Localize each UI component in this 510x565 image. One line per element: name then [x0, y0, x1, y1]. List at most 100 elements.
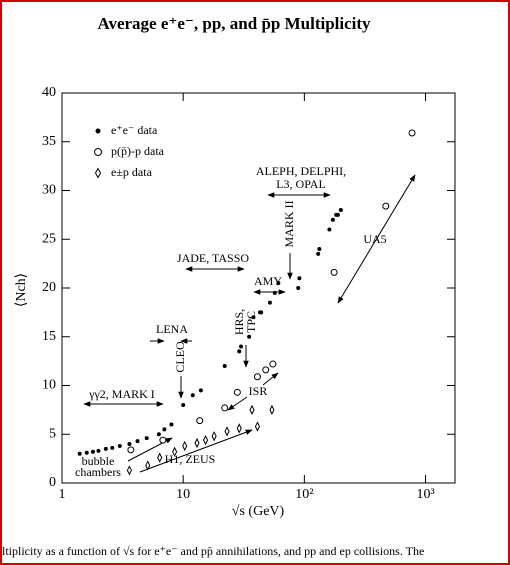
- data-point: [90, 449, 95, 454]
- data-point: [317, 247, 322, 251]
- data-point: [172, 446, 178, 457]
- data-point: [382, 202, 390, 210]
- x-axis-label: √s (GeV): [232, 504, 285, 519]
- annotation: MARK II: [282, 200, 296, 247]
- annotation: JADE, TASSO: [177, 251, 249, 265]
- data-point: [110, 445, 115, 450]
- data-point: [181, 403, 186, 407]
- data-point: [182, 440, 188, 452]
- y-tick-label: 35: [42, 134, 56, 149]
- y-tick-label: 30: [42, 183, 56, 198]
- y-tick-label: 40: [42, 85, 56, 100]
- data-point: [253, 373, 261, 381]
- data-point: [103, 446, 108, 451]
- legend-label: p(p̄)-p data: [111, 144, 165, 158]
- legend-label: e±p data: [111, 165, 153, 179]
- annotation: H1, ZEUS: [165, 452, 216, 466]
- data-point: [335, 212, 340, 217]
- data-point: [198, 388, 203, 393]
- data-point: [196, 417, 204, 425]
- data-point: [247, 334, 252, 339]
- x-tick-label: 10³: [416, 487, 434, 502]
- x-tick-label: 1: [59, 487, 66, 502]
- data-point: [156, 432, 161, 437]
- annotation: HRS,: [232, 309, 246, 335]
- data-point: [194, 437, 200, 449]
- annotation: AMY: [254, 274, 282, 288]
- data-point: [249, 404, 255, 415]
- data-point: [127, 442, 132, 446]
- chart-title: Average e⁺e⁻, pp, and p̄p Multiplicity: [97, 14, 371, 33]
- y-tick-label: 5: [49, 426, 56, 441]
- data-point: [162, 427, 167, 432]
- annotation: bubble: [82, 454, 115, 468]
- data-point: [327, 227, 332, 232]
- data-point: [408, 129, 416, 137]
- data-point: [159, 436, 167, 444]
- data-point: [157, 452, 163, 463]
- data-point: [96, 448, 101, 453]
- data-point: [127, 446, 135, 454]
- data-point: [211, 431, 217, 442]
- arrow: [139, 429, 253, 473]
- data-point: [84, 450, 89, 455]
- y-tick-label: 15: [42, 329, 56, 344]
- annotation: ISR: [249, 384, 268, 398]
- data-point: [259, 310, 264, 315]
- y-tick-label: 10: [42, 378, 56, 393]
- annotation: ALEPH, DELPHI,: [256, 164, 346, 178]
- arrow: [227, 396, 248, 411]
- data-point: [135, 439, 140, 444]
- data-point: [221, 404, 229, 412]
- annotation: UA5: [363, 232, 386, 246]
- y-tick-label: 20: [42, 280, 56, 295]
- data-point: [297, 276, 302, 281]
- legend-marker: [94, 167, 102, 179]
- annotation: CLEO: [173, 341, 187, 373]
- caption: ltiplicity as a function of √s for e⁺e⁻ …: [2, 544, 424, 558]
- data-point: [296, 286, 301, 290]
- data-point: [126, 465, 132, 476]
- legend-marker: [95, 128, 101, 134]
- data-point: [190, 393, 195, 398]
- data-point: [272, 290, 277, 295]
- legend-label: e⁺e⁻ data: [111, 123, 158, 137]
- arrow: [337, 174, 416, 304]
- data-point: [330, 268, 338, 276]
- y-tick-label: 0: [49, 475, 56, 490]
- data-point: [236, 423, 242, 434]
- data-point: [144, 436, 149, 441]
- data-point: [276, 281, 281, 286]
- data-point: [77, 451, 82, 456]
- data-point: [262, 366, 270, 374]
- data-point: [269, 404, 275, 415]
- annotation: TPC: [244, 311, 258, 333]
- data-point: [316, 251, 321, 256]
- data-point: [251, 315, 256, 320]
- data-point: [237, 349, 242, 354]
- x-tick-label: 10²: [295, 487, 313, 502]
- data-point: [233, 388, 241, 396]
- y-axis-label: ⟨Nch⟩: [14, 273, 29, 307]
- data-point: [338, 208, 343, 212]
- data-point: [169, 422, 174, 427]
- annotation: LENA: [156, 322, 188, 336]
- y-tick-label: 25: [42, 231, 56, 246]
- legend-marker: [94, 148, 102, 156]
- arrow: [262, 372, 279, 386]
- annotation: γγ2, MARK I: [88, 387, 155, 401]
- annotation: L3, OPAL: [276, 177, 326, 191]
- data-point: [239, 344, 244, 349]
- data-point: [254, 421, 261, 432]
- data-point: [145, 460, 151, 471]
- data-point: [117, 443, 122, 448]
- data-point: [330, 217, 335, 222]
- annotations: γγ2, MARK I LENA CLEO JADE, TASSO HRS, T…: [75, 164, 416, 479]
- data-point: [203, 434, 209, 446]
- annotation: chambers: [75, 465, 121, 479]
- x-tick-label: 10: [176, 487, 190, 502]
- data-point: [269, 360, 277, 368]
- data-point: [224, 426, 230, 437]
